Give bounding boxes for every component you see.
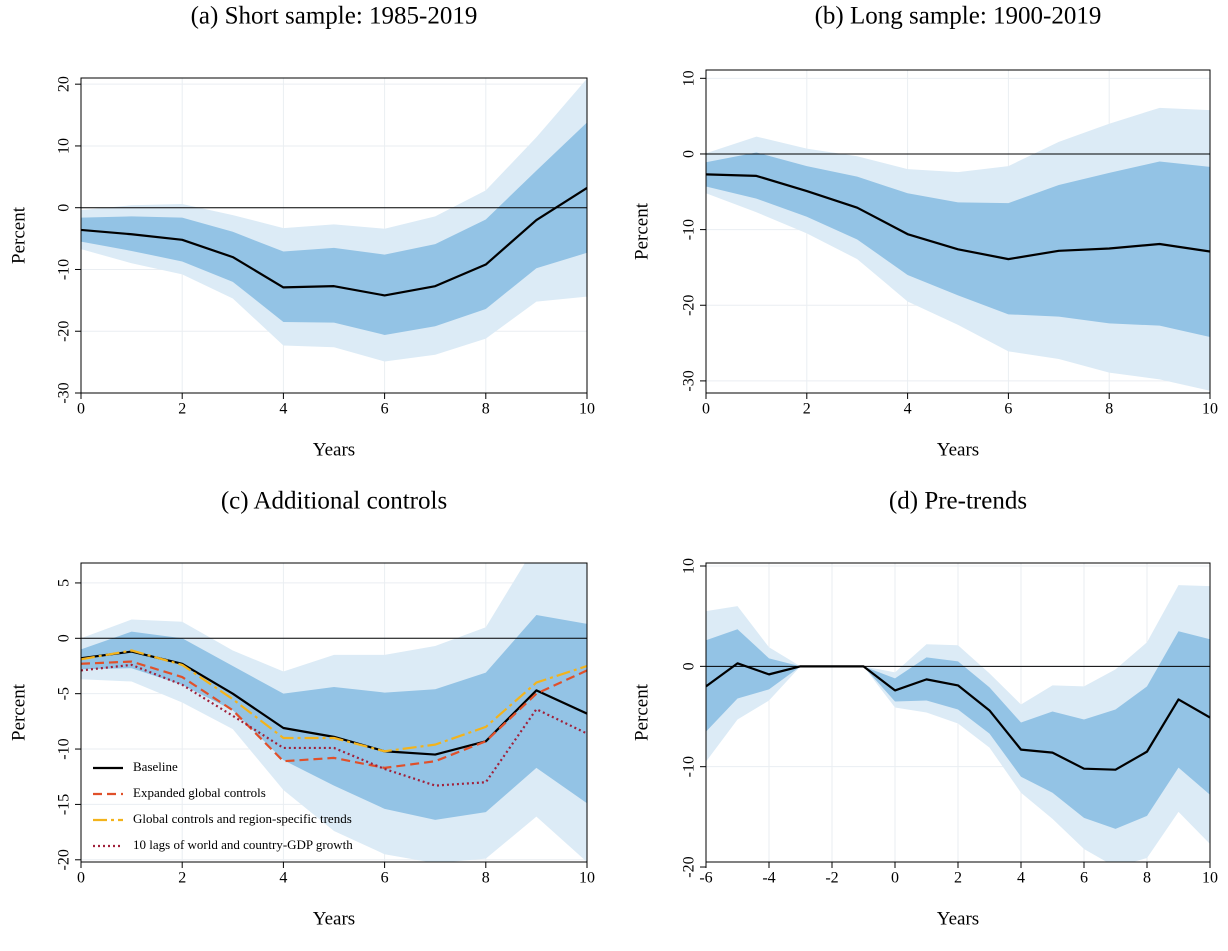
y-tick-label: -20 [56,849,73,870]
panel: (c) Additional controls Years Percent 0 2 4 6 8… [8,488,595,930]
y-tick-label: -10 [56,259,73,280]
legend-label: Global controls and region-specific tren… [133,811,352,826]
plot-frame [80,77,588,394]
plot-area [81,563,587,862]
y-tick-label: -20 [681,295,698,316]
y-tick-label: -30 [56,382,73,403]
y-tick-label: 20 [56,76,73,92]
y-tick-label: 0 [56,634,73,642]
confidence-band [81,122,587,335]
series-line [706,662,1210,771]
x-axis-label: Years [937,439,979,460]
y-tick-label: -20 [681,856,698,877]
y-tick-label: 0 [681,662,698,670]
y-tick-label: -20 [56,321,73,342]
x-tick-label: 4 [279,870,287,887]
panel-title: (a) Short sample: 1985-2019 [191,3,478,30]
x-tick-label: 4 [279,401,287,418]
confidence-band [706,629,1210,829]
plot-frame [705,562,1211,863]
y-axis-label: Percent [8,206,29,264]
plot-area [81,78,587,393]
x-tick-label: 8 [1105,401,1113,418]
x-tick-label: 8 [482,401,490,418]
y-tick-label: -30 [681,370,698,391]
y-axis-label: Percent [631,202,652,260]
y-tick-label: -15 [56,794,73,815]
y-tick-label: 10 [56,138,73,154]
x-tick-label: 8 [482,870,490,887]
y-tick-label: 5 [56,579,73,587]
x-tick-label: 0 [77,870,85,887]
plot-area [706,70,1210,393]
y-axis-label: Percent [631,683,652,741]
y-tick-label: -10 [681,219,698,240]
plot-area [706,563,1210,862]
y-tick-label: 10 [681,70,698,86]
plot-frame [705,69,1211,394]
series-line [81,663,587,787]
confidence-band [81,615,587,820]
x-tick-label: 2 [954,870,962,887]
x-tick-label: 0 [891,870,899,887]
y-tick-label: 0 [681,150,698,158]
legend-label: Baseline [133,759,178,774]
y-tick-label: -10 [681,756,698,777]
series-line [81,660,587,769]
x-tick-label: -6 [699,870,712,887]
panel-title: (c) Additional controls [221,488,447,515]
x-tick-label: -2 [825,870,838,887]
x-tick-label: 2 [178,401,186,418]
x-axis-label: Years [313,439,355,460]
series-line [81,649,587,753]
legend: Baseline Expanded global controls Global c… [93,759,353,852]
legend-label: 10 lags of world and country-GDP growth [133,837,353,852]
y-axis-label: Percent [8,683,29,741]
x-tick-label: 10 [1202,870,1218,887]
x-tick-label: 0 [702,401,710,418]
panel: (b) Long sample: 1900-2019 Years Percent 0 2… [631,3,1218,461]
y-tick-label: -10 [56,738,73,759]
panel-title: (b) Long sample: 1900-2019 [815,3,1102,30]
x-tick-label: 4 [1017,870,1025,887]
x-tick-label: 2 [803,401,811,418]
x-tick-label: 10 [579,870,595,887]
plot-frame [80,562,588,863]
x-tick-label: 10 [1202,401,1218,418]
panel-title: (d) Pre-trends [889,488,1027,515]
series-line [81,187,587,297]
x-tick-label: 0 [77,401,85,418]
legend-label: Expanded global controls [133,785,266,800]
y-tick-label: 10 [681,558,698,574]
x-tick-label: 8 [1143,870,1151,887]
x-tick-label: 4 [904,401,912,418]
x-tick-label: 6 [1004,401,1012,418]
series-line [706,173,1210,261]
x-tick-label: 6 [1080,870,1088,887]
x-tick-label: 2 [178,870,186,887]
x-axis-label: Years [313,908,355,929]
y-tick-label: -5 [56,687,73,700]
x-axis-label: Years [937,908,979,929]
x-tick-label: 10 [579,401,595,418]
x-tick-label: -4 [762,870,775,887]
panel: (a) Short sample: 1985-2019 Years Percent 0… [8,3,595,461]
x-tick-label: 6 [381,401,389,418]
x-tick-label: 6 [381,870,389,887]
y-tick-label: 0 [56,204,73,212]
